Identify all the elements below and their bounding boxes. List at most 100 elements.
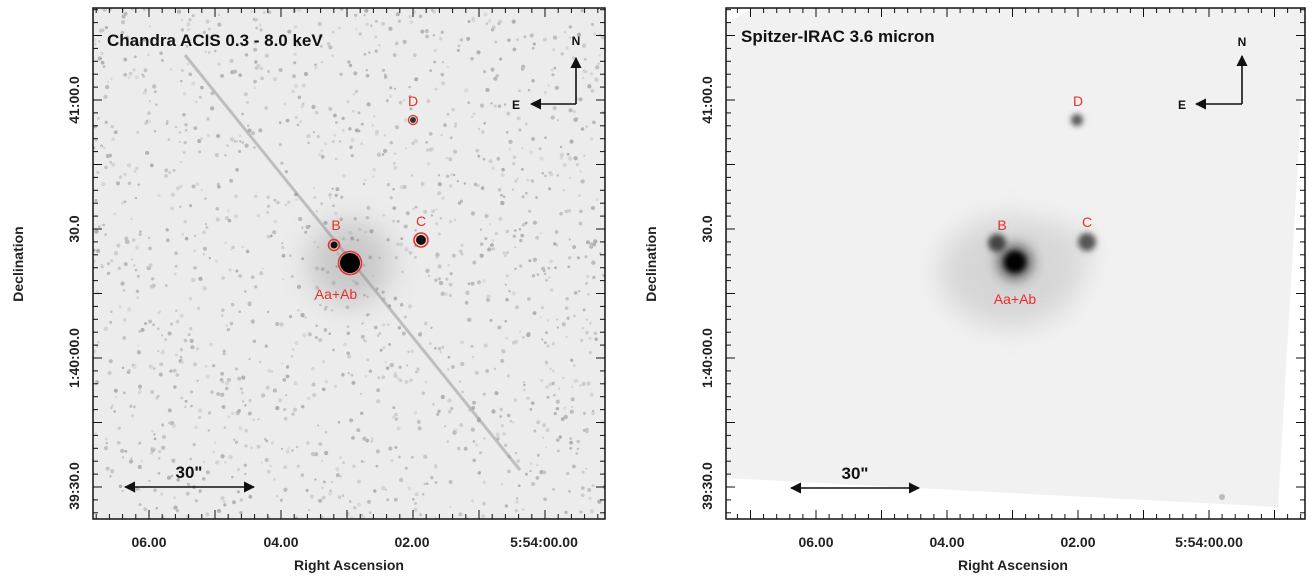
noise-speck [368, 369, 373, 373]
noise-speck [130, 258, 134, 261]
noise-speck [440, 291, 445, 296]
noise-speck [356, 479, 362, 484]
noise-speck [339, 72, 343, 76]
noise-speck [488, 19, 492, 23]
noise-speck [323, 220, 328, 225]
noise-speck [273, 198, 277, 202]
noise-speck [414, 229, 417, 232]
noise-speck [397, 326, 402, 330]
noise-speck [531, 47, 535, 50]
noise-speck [224, 381, 230, 386]
noise-speck [594, 337, 599, 342]
noise-speck [197, 408, 203, 413]
noise-speck [440, 72, 445, 77]
noise-speck [148, 364, 154, 369]
noise-speck [538, 147, 542, 151]
noise-speck [413, 410, 418, 415]
noise-speck [552, 105, 557, 111]
noise-speck [237, 409, 241, 413]
noise-speck [452, 253, 456, 258]
noise-speck [472, 400, 477, 405]
noise-speck [361, 322, 364, 325]
noise-speck [579, 209, 583, 213]
noise-speck [565, 296, 569, 301]
noise-speck [175, 186, 180, 191]
noise-speck [593, 239, 598, 244]
noise-speck [375, 449, 381, 454]
noise-speck [568, 490, 571, 493]
noise-speck [297, 309, 300, 312]
noise-speck [294, 341, 299, 345]
noise-speck [585, 282, 588, 285]
noise-speck [109, 310, 113, 314]
noise-speck [432, 403, 435, 406]
noise-speck [189, 204, 193, 208]
noise-speck [151, 429, 154, 433]
noise-speck [269, 234, 273, 238]
noise-speck [540, 378, 544, 383]
noise-speck [516, 497, 519, 500]
noise-speck [571, 385, 574, 388]
noise-speck [266, 235, 271, 239]
noise-speck [589, 321, 592, 325]
noise-speck [346, 331, 351, 336]
noise-speck [319, 303, 322, 307]
noise-speck [440, 30, 444, 34]
noise-speck [109, 320, 113, 324]
noise-speck [433, 60, 436, 64]
noise-speck [319, 45, 323, 48]
noise-speck [128, 459, 134, 464]
noise-speck [381, 375, 386, 380]
noise-speck [129, 404, 133, 408]
noise-speck [577, 32, 582, 37]
noise-speck [267, 10, 272, 14]
noise-speck [175, 373, 180, 377]
noise-speck [346, 351, 351, 356]
noise-speck [555, 399, 560, 404]
noise-speck [134, 55, 137, 59]
noise-speck [382, 345, 386, 350]
noise-speck [127, 76, 131, 80]
noise-speck [94, 43, 97, 46]
noise-speck [553, 66, 557, 70]
noise-speck [572, 364, 576, 368]
spitzer-source-b [988, 234, 1006, 252]
noise-speck [332, 348, 336, 352]
noise-speck [585, 240, 590, 245]
chandra-source-aa-ab-marker [337, 250, 363, 276]
noise-speck [153, 130, 157, 133]
noise-speck [569, 409, 574, 414]
noise-speck [264, 344, 268, 348]
noise-speck [293, 8, 297, 12]
noise-speck [515, 500, 520, 504]
noise-speck [585, 274, 590, 279]
noise-speck [200, 188, 203, 192]
noise-speck [132, 405, 136, 409]
noise-speck [264, 458, 269, 462]
noise-speck [330, 480, 334, 484]
noise-speck [398, 365, 402, 369]
noise-speck [170, 206, 175, 211]
noise-speck [545, 278, 549, 282]
noise-speck [238, 73, 242, 77]
noise-speck [576, 256, 580, 260]
noise-speck [259, 66, 264, 71]
noise-speck [505, 297, 509, 302]
noise-speck [522, 381, 526, 384]
noise-speck [285, 449, 290, 454]
noise-speck [394, 417, 399, 421]
noise-speck [178, 184, 183, 189]
noise-speck [546, 319, 550, 322]
noise-speck [231, 411, 235, 416]
noise-speck [479, 253, 484, 258]
noise-speck [153, 433, 156, 436]
noise-speck [164, 168, 169, 173]
noise-speck [314, 63, 317, 67]
noise-speck [94, 198, 98, 203]
noise-speck [366, 205, 371, 210]
noise-speck [198, 150, 202, 154]
noise-speck [543, 341, 547, 345]
noise-speck [554, 230, 559, 234]
noise-speck [579, 510, 583, 514]
noise-speck [318, 153, 322, 157]
